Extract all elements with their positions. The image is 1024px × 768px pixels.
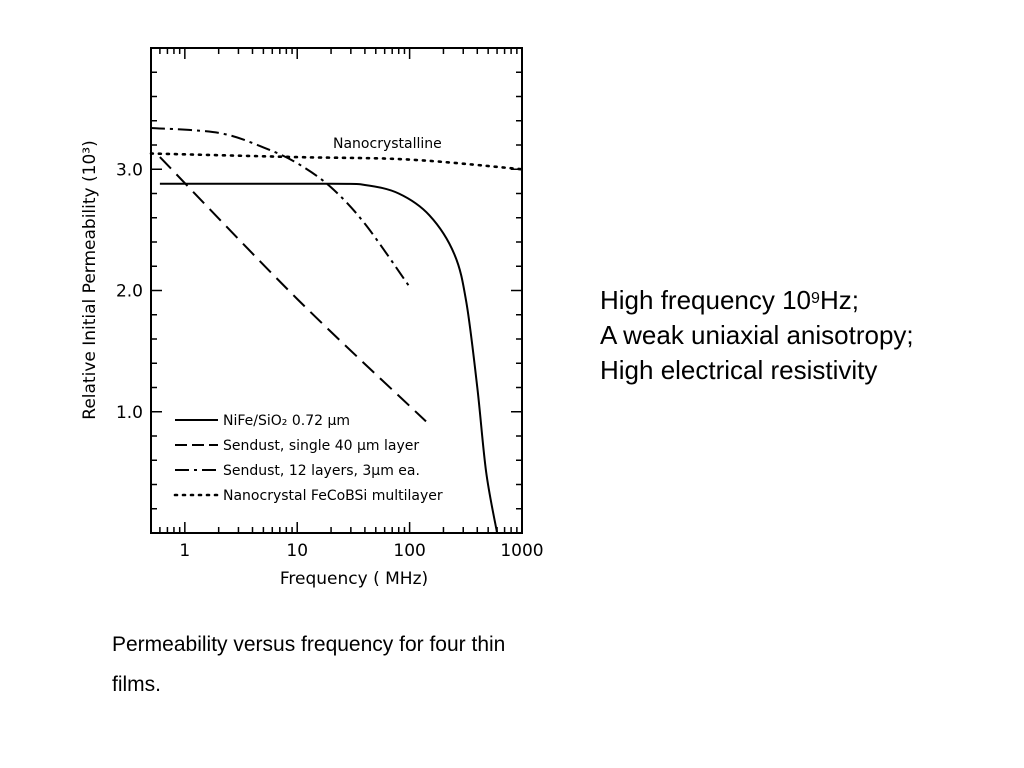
legend-entry-nanocrystal-label: Nanocrystal FeCoBSi multilayer <box>223 488 443 504</box>
note-line-3: High electrical resistivity <box>600 355 878 385</box>
note-line-1-unit: Hz; <box>819 285 859 315</box>
x-axis-label: Frequency ( MHz) <box>280 569 428 589</box>
y-tick-label: 3.0 <box>116 160 143 180</box>
chart-legend: NiFe/SiO₂ 0.72 μm Sendust, single 40 μm l… <box>173 413 443 504</box>
note-line-1: High frequency 109Hz; <box>600 283 914 318</box>
note-line-2: A weak uniaxial anisotropy; <box>600 320 914 350</box>
properties-note: High frequency 109Hz; A weak uniaxial an… <box>600 283 914 388</box>
note-line-1-exponent: 9 <box>811 290 820 307</box>
series-sendust-single <box>159 156 427 423</box>
chart-series <box>149 127 524 534</box>
legend-entry-nife-label: NiFe/SiO₂ 0.72 μm <box>223 413 350 429</box>
x-tick-label: 1000 <box>500 541 543 561</box>
legend-entry-sendust-12-label: Sendust, 12 layers, 3μm ea. <box>223 463 420 479</box>
x-tick-label: 100 <box>393 541 425 561</box>
y-tick-label: 1.0 <box>116 403 143 423</box>
x-tick-label: 10 <box>286 541 308 561</box>
y-axis-label: Relative Initial Permeability (10³) <box>80 140 100 419</box>
series-nanocrystal-fecobsi <box>149 152 524 171</box>
chart-ticks: 1 10 100 1000 1.0 2.0 3.0 <box>116 48 544 561</box>
x-tick-label: 1 <box>179 541 190 561</box>
series-nife-sio2 <box>159 182 499 534</box>
series-sendust-12-layers <box>150 127 411 288</box>
legend-entry-sendust-single-label: Sendust, single 40 μm layer <box>223 438 419 454</box>
note-line-1-text: High frequency 10 <box>600 285 812 315</box>
y-tick-label: 2.0 <box>116 282 143 302</box>
annotation-nanocrystalline: Nanocrystalline <box>333 136 442 152</box>
plot-frame <box>150 47 523 534</box>
chart-axes <box>150 47 523 534</box>
figure-caption: Permeability versus frequency for four t… <box>112 633 506 696</box>
